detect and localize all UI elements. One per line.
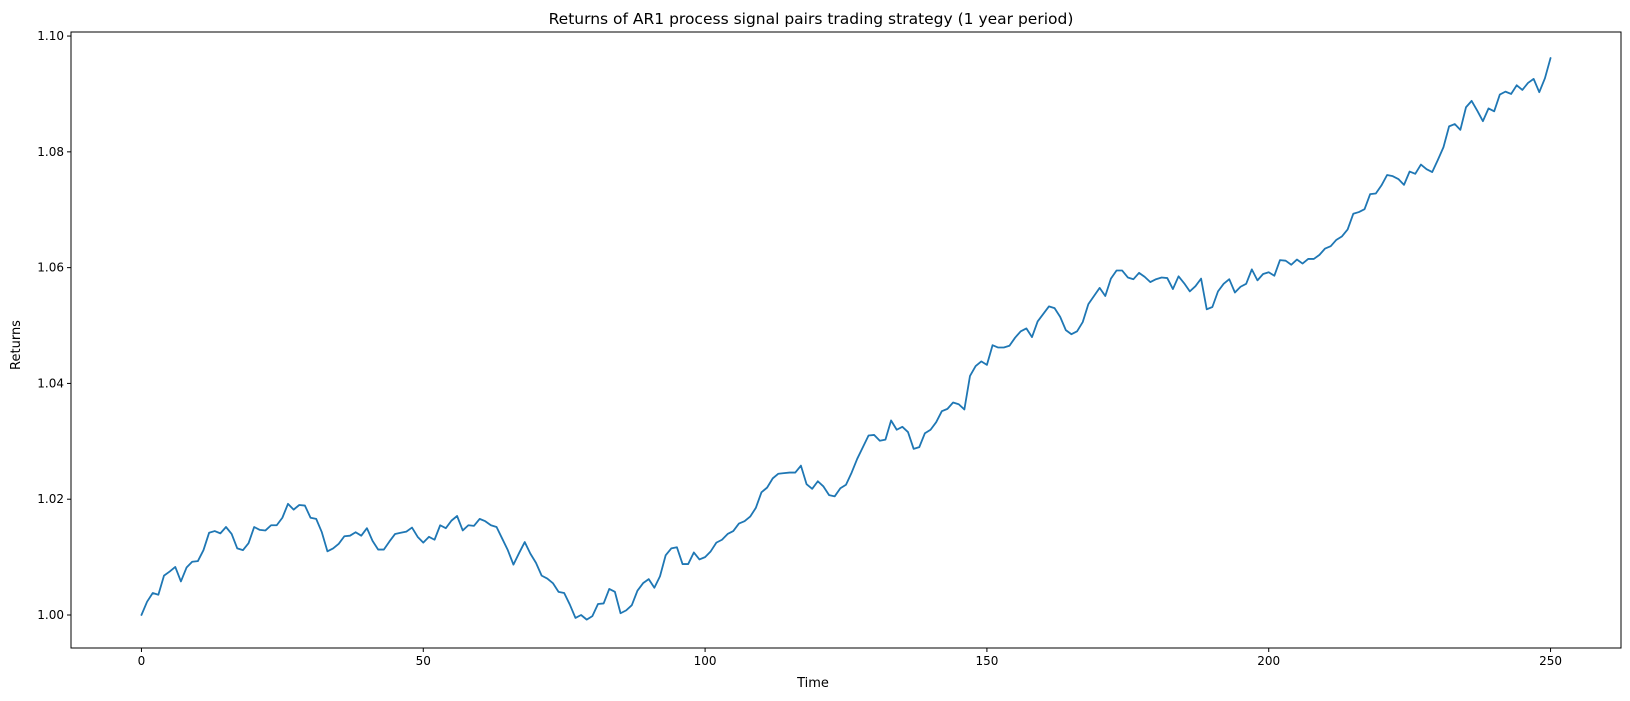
x-tick-label: 50	[416, 654, 431, 668]
x-tick-label: 0	[138, 654, 146, 668]
x-axis-label: Time	[796, 676, 829, 691]
x-axis-ticks: 0 50 100 150 200 250	[138, 648, 1562, 668]
plot-frame	[70, 31, 1622, 649]
y-axis-label: Returns	[9, 320, 24, 370]
y-tick-label: 1.04	[37, 376, 64, 390]
x-tick-label: 150	[975, 654, 998, 668]
series-line-0	[140, 57, 1552, 621]
y-tick-label: 1.06	[37, 261, 64, 275]
plot-area	[140, 57, 1552, 621]
x-tick-label: 250	[1539, 654, 1562, 668]
y-tick-label: 1.08	[37, 145, 64, 159]
y-tick-label: 1.00	[37, 608, 64, 622]
x-tick-label: 200	[1257, 654, 1280, 668]
y-tick-label: 1.10	[37, 29, 64, 43]
chart-title: Returns of AR1 process signal pairs trad…	[549, 10, 1074, 28]
y-tick-label: 1.02	[37, 492, 64, 506]
y-axis-ticks: 1.00 1.02 1.04 1.06 1.08 1.10	[37, 29, 71, 622]
x-tick-label: 100	[694, 654, 717, 668]
